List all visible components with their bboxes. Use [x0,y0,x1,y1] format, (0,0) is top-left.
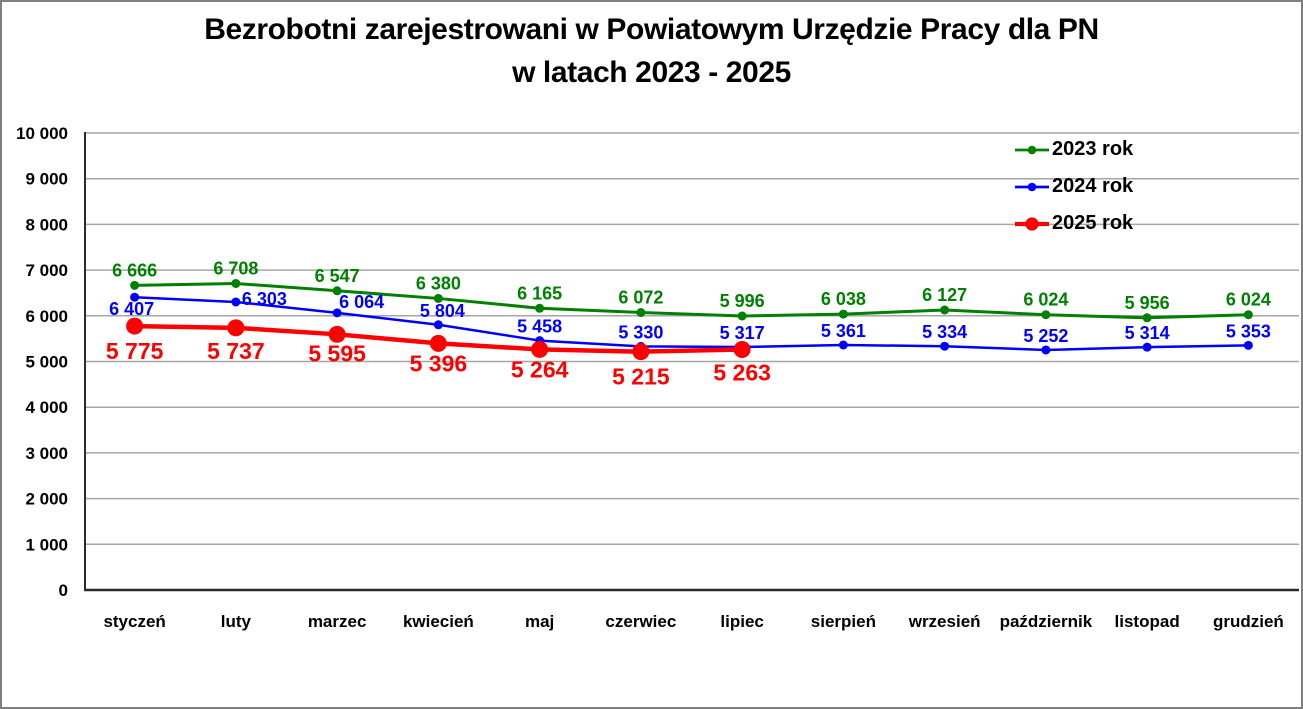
data-label: 5 330 [618,322,663,342]
data-label: 5 215 [612,364,670,390]
data-point [130,280,140,290]
y-tick-label: 1 000 [25,535,68,554]
data-point [429,334,447,352]
data-label: 5 737 [207,338,265,364]
data-label: 5 595 [308,340,366,366]
data-label: 6 038 [821,289,866,309]
legend-label-2024: 2024 rok [1052,175,1134,197]
series-line-2024-rok [133,295,1250,352]
data-label: 6 024 [1226,290,1271,310]
data-point [1041,310,1051,320]
data-label: 5 996 [720,291,765,311]
data-point [1041,345,1051,355]
x-tick-label: marzec [308,612,367,631]
x-tick-label: kwiecień [403,612,474,631]
x-tick-label: lipiec [720,612,763,631]
data-point [126,317,144,335]
data-label: 5 353 [1226,321,1271,341]
data-point [1243,310,1253,320]
data-label: 6 072 [618,288,663,308]
y-tick-label: 3 000 [25,444,68,463]
data-label: 6 024 [1023,290,1068,310]
data-point [733,340,751,358]
x-tick-label: październik [1000,612,1093,631]
data-point [531,340,549,358]
data-point [231,297,241,307]
legend-label-2025: 2025 rok [1052,212,1134,234]
x-tick-label: wrzesień [908,612,981,631]
chart-title-line2: w latach 2023 - 2025 [512,56,791,89]
legend-marker-2023-icon [1015,145,1049,154]
data-point [737,311,747,321]
data-label: 5 804 [420,301,465,321]
series-line-2023-rok [133,281,1250,320]
legend-marker-2025-icon [1015,216,1049,231]
data-label: 5 317 [720,323,765,343]
x-tick-label: czerwiec [605,612,676,631]
data-label: 6 666 [112,260,157,280]
data-point [328,325,346,343]
chart-title-line1: Bezrobotni zarejestrowani w Powiatowym U… [204,13,1099,46]
y-tick-label: 5 000 [25,353,68,372]
data-point [535,303,545,313]
data-label: 6 547 [315,266,360,286]
y-tick-label: 8 000 [25,215,68,234]
y-tick-label: 2 000 [25,490,68,509]
legend-label-2023: 2023 rok [1052,138,1134,160]
x-tick-label: luty [221,612,252,631]
y-tick-label: 7 000 [25,261,68,280]
y-tick-label: 9 000 [25,170,68,189]
y-tick-label: 0 [59,581,68,600]
data-label: 6 708 [213,258,258,278]
data-label: 6 380 [416,273,461,293]
legend-item-2025: 2025 rok [1015,205,1133,242]
data-label: 5 956 [1125,293,1170,313]
chart-legend: 2023 rok 2024 rok 2025 rok [1015,131,1133,242]
data-point [231,278,241,288]
data-point [227,319,245,337]
data-point [1142,313,1152,323]
data-point [838,309,848,319]
data-point [1243,340,1253,350]
y-tick-label: 6 000 [25,307,68,326]
x-tick-label: listopad [1115,612,1180,631]
data-point [332,286,342,296]
data-point [332,308,342,318]
data-point [838,340,848,350]
data-point [636,308,646,318]
data-label: 5 458 [517,317,562,337]
data-label: 5 361 [821,321,866,341]
legend-item-2024: 2024 rok [1015,168,1133,205]
data-point [433,293,443,303]
y-tick-label: 10 000 [16,124,68,143]
data-label: 5 334 [922,322,967,342]
x-tick-label: sierpień [811,612,876,631]
data-point [433,320,443,330]
data-label: 6 303 [242,289,287,309]
data-point [940,305,950,315]
x-tick-label: grudzień [1213,612,1284,631]
data-label: 5 775 [106,338,164,364]
data-label: 5 264 [511,356,569,382]
data-label: 5 263 [713,359,771,385]
data-label: 6 165 [517,283,562,303]
x-tick-label: styczeń [103,612,165,631]
data-label: 5 314 [1125,323,1170,343]
data-label: 6 064 [339,292,384,312]
legend-item-2023: 2023 rok [1015,131,1133,168]
data-label: 5 396 [410,350,468,376]
data-label: 5 252 [1023,326,1068,346]
x-tick-label: maj [525,612,554,631]
chart-title: Bezrobotni zarejestrowani w Powiatowym U… [2,8,1301,94]
y-tick-label: 4 000 [25,398,68,417]
data-point [130,292,140,302]
data-point [632,343,650,361]
legend-marker-2024-icon [1015,182,1049,191]
data-point [1142,342,1152,352]
data-label: 6 127 [922,285,967,305]
data-label: 6 407 [109,299,154,319]
data-point [940,341,950,351]
